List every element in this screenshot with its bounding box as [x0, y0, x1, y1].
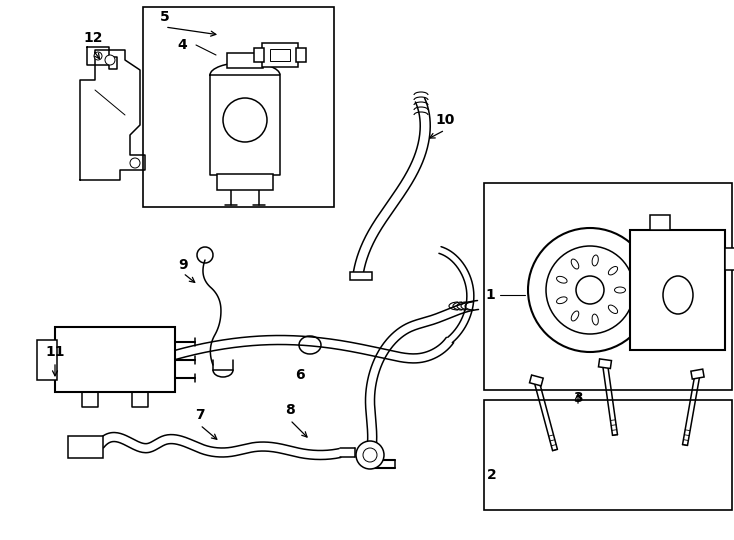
- Ellipse shape: [608, 305, 617, 314]
- Bar: [254, 48, 264, 62]
- Circle shape: [363, 448, 377, 462]
- Ellipse shape: [556, 276, 567, 283]
- Bar: [262, 43, 298, 67]
- Ellipse shape: [556, 297, 567, 303]
- Ellipse shape: [571, 259, 579, 269]
- Text: 11: 11: [46, 345, 65, 359]
- Circle shape: [130, 158, 140, 168]
- Ellipse shape: [663, 276, 693, 314]
- Circle shape: [546, 246, 634, 334]
- Text: 3: 3: [573, 391, 583, 405]
- Circle shape: [528, 228, 652, 352]
- Bar: [529, 375, 543, 386]
- Ellipse shape: [608, 267, 617, 275]
- Bar: [650, 215, 670, 230]
- Bar: [227, 53, 263, 68]
- Text: 2: 2: [487, 468, 497, 482]
- Bar: [598, 359, 611, 368]
- Text: 7: 7: [195, 408, 205, 422]
- Text: 12: 12: [83, 31, 103, 45]
- Bar: [484, 183, 732, 390]
- Bar: [296, 48, 306, 62]
- Circle shape: [105, 55, 115, 65]
- Bar: [350, 272, 372, 280]
- Circle shape: [576, 276, 604, 304]
- Bar: [691, 369, 704, 379]
- Circle shape: [94, 52, 102, 60]
- Text: 6: 6: [295, 368, 305, 382]
- Text: 10: 10: [435, 113, 454, 127]
- Text: 4: 4: [177, 38, 187, 52]
- Text: 8: 8: [285, 403, 295, 417]
- Bar: [68, 436, 103, 458]
- Circle shape: [356, 441, 384, 469]
- Bar: [217, 174, 273, 190]
- Text: 5: 5: [160, 10, 170, 24]
- Text: 9: 9: [178, 258, 188, 272]
- Ellipse shape: [571, 311, 579, 321]
- Bar: [37, 340, 57, 380]
- Bar: [55, 327, 175, 392]
- Bar: [630, 230, 725, 350]
- Bar: [143, 7, 334, 207]
- Text: 1: 1: [485, 288, 495, 302]
- Ellipse shape: [614, 287, 625, 293]
- Bar: [270, 49, 290, 61]
- Ellipse shape: [592, 314, 598, 325]
- Bar: [725, 248, 734, 270]
- Ellipse shape: [592, 255, 598, 266]
- Bar: [484, 400, 732, 510]
- Circle shape: [223, 98, 267, 142]
